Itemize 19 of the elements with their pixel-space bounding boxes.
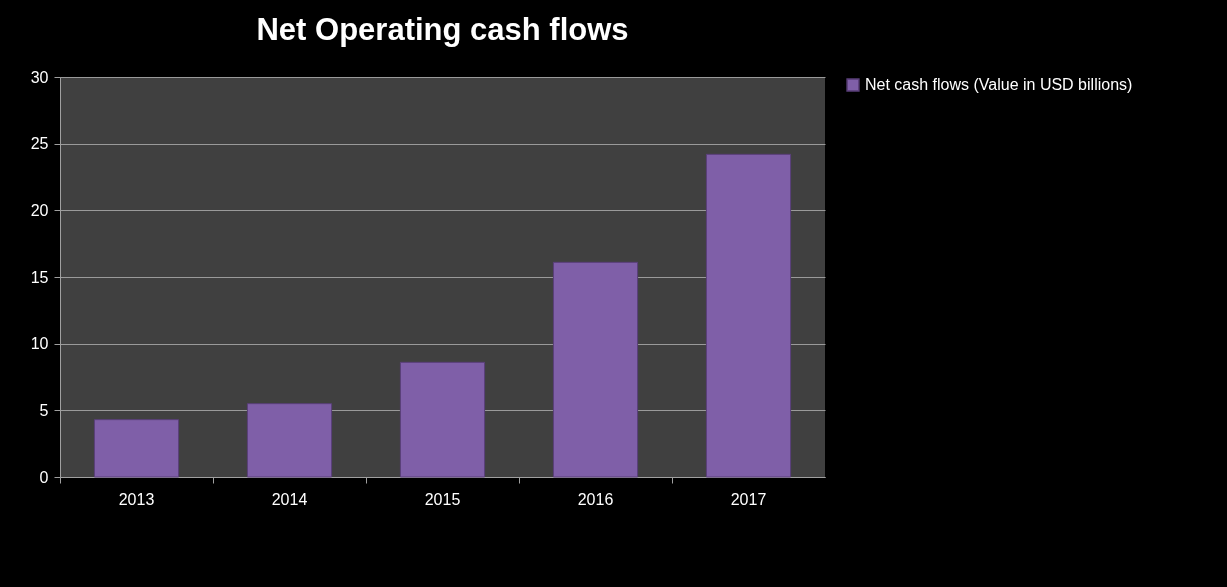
y-tick-label: 20 bbox=[30, 201, 49, 219]
bar bbox=[705, 153, 792, 478]
x-tick-label: 2017 bbox=[730, 490, 767, 508]
y-tick-label: 15 bbox=[30, 268, 49, 286]
bar bbox=[246, 403, 333, 478]
bar bbox=[399, 361, 486, 478]
y-tick-label: 10 bbox=[30, 335, 49, 353]
x-tick-label: 2014 bbox=[271, 490, 308, 508]
bar bbox=[552, 261, 639, 478]
y-tick-label: 30 bbox=[30, 68, 49, 86]
legend-label: Net cash flows (Value in USD billions) bbox=[865, 76, 1133, 93]
x-tick-label: 2015 bbox=[424, 490, 461, 508]
y-tick-label: 25 bbox=[30, 135, 49, 153]
chart-title: Net Operating cash flows bbox=[256, 12, 629, 47]
x-tick-label: 2013 bbox=[118, 490, 155, 508]
y-tick-label: 5 bbox=[39, 401, 49, 419]
x-tick-label: 2016 bbox=[577, 490, 614, 508]
y-tick-label: 0 bbox=[39, 468, 49, 486]
bar bbox=[93, 419, 180, 478]
